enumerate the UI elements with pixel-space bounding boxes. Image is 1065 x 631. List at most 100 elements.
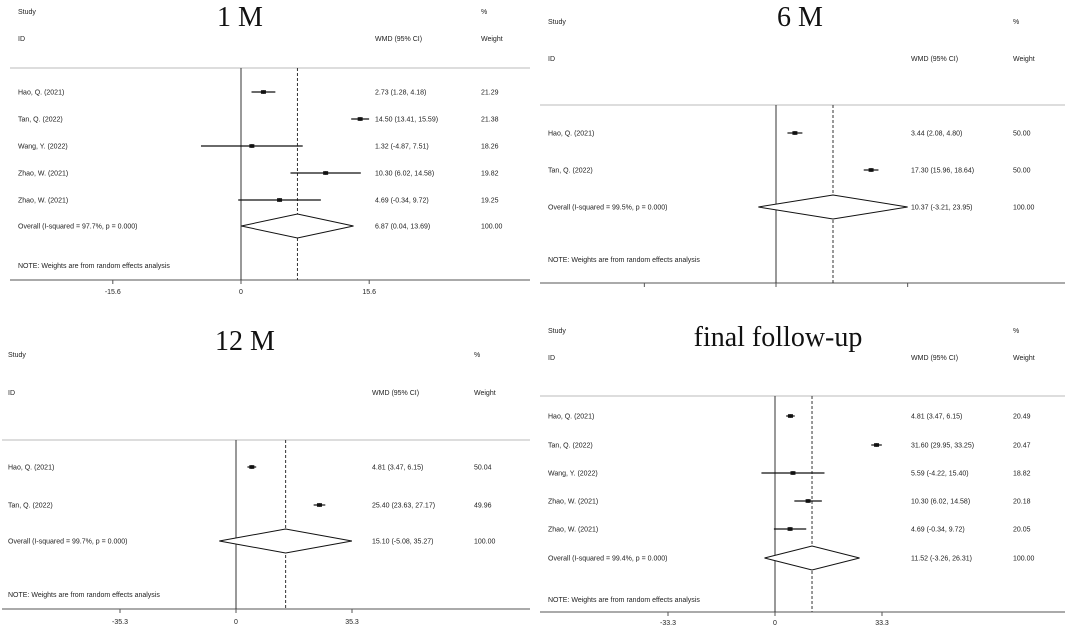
study-weight: 20.05 <box>1013 527 1031 534</box>
overall-label: Overall (I-squared = 99.4%, p = 0.000) <box>548 556 667 563</box>
x-tick-label: 0 <box>234 619 238 626</box>
x-tick-label: 33.3 <box>875 620 889 627</box>
overall-diamond <box>241 213 354 239</box>
study-point <box>323 171 328 175</box>
x-tick-label: -35.3 <box>112 619 128 626</box>
panel-title: final follow-up <box>694 322 863 353</box>
study-point <box>250 144 254 148</box>
overall-diamond <box>758 194 908 220</box>
study-weight: 50.00 <box>1013 168 1031 175</box>
panel-title: 12 M <box>215 326 275 357</box>
study-ci-text: 4.69 (-0.34, 9.72) <box>911 527 965 534</box>
overall-weight: 100.00 <box>481 224 503 231</box>
x-tick-label: -15.6 <box>105 289 121 296</box>
x-tick-label: 0 <box>239 289 243 296</box>
header-weight: Weight <box>481 36 503 43</box>
note-text: NOTE: Weights are from random effects an… <box>548 597 700 604</box>
study-weight: 20.18 <box>1013 499 1031 506</box>
note-text: NOTE: Weights are from random effects an… <box>18 263 170 270</box>
study-weight: 21.29 <box>481 90 499 97</box>
x-tick-label: -33.3 <box>660 620 676 627</box>
study-point <box>788 414 793 418</box>
study-label: Wang, Y. (2022) <box>548 471 598 478</box>
header-wmd: WMD (95% CI) <box>911 56 958 63</box>
overall-weight: 100.00 <box>474 539 496 546</box>
study-label: Zhao, W. (2021) <box>548 527 598 534</box>
panel-title: 1 M <box>217 2 263 33</box>
overall-ci-text: 11.52 (-3.26, 26.31) <box>911 556 972 563</box>
study-point <box>869 168 873 172</box>
study-weight: 50.04 <box>474 465 492 472</box>
overall-diamond <box>764 545 860 571</box>
study-ci-text: 4.81 (3.47, 6.15) <box>911 414 962 421</box>
header-weight: Weight <box>1013 355 1035 362</box>
study-ci-text: 31.60 (29.95, 33.25) <box>911 443 974 450</box>
study-weight: 18.26 <box>481 144 499 151</box>
header-study: Study <box>548 328 566 335</box>
study-weight: 49.96 <box>474 503 492 510</box>
study-point <box>791 471 795 475</box>
study-label: Hao, Q. (2021) <box>548 131 594 138</box>
header-wmd: WMD (95% CI) <box>372 390 419 397</box>
study-point <box>250 465 254 469</box>
study-weight: 50.00 <box>1013 131 1031 138</box>
forest-panel-12m: 12 M Study % ID WMD (95% CI) Weight Hao, Q. (2… <box>2 326 530 626</box>
study-ci-text: 4.69 (-0.34, 9.72) <box>375 198 429 205</box>
header-id: ID <box>18 36 25 43</box>
header-percent: % <box>1013 19 1019 26</box>
x-tick-label: 15.6 <box>362 289 376 296</box>
study-ci-text: 25.40 (23.63, 27.17) <box>372 503 435 510</box>
forest-panel-final: final follow-up Study % ID WMD (95% CI) Weigh… <box>540 322 1065 627</box>
x-tick-label: 35.3 <box>345 619 359 626</box>
study-ci-text: 4.81 (3.47, 6.15) <box>372 465 423 472</box>
study-label: Zhao, W. (2021) <box>18 171 68 178</box>
study-label: Tan, Q. (2022) <box>8 503 53 510</box>
overall-ci-text: 15.10 (-5.08, 35.27) <box>372 539 434 546</box>
study-ci-text: 10.30 (6.02, 14.58) <box>375 171 434 178</box>
header-wmd: WMD (95% CI) <box>911 355 958 362</box>
header-study: Study <box>8 352 26 359</box>
study-label: Tan, Q. (2022) <box>548 443 593 450</box>
study-ci-text: 3.44 (2.08, 4.80) <box>911 131 962 138</box>
study-label: Zhao, W. (2021) <box>18 198 68 205</box>
study-label: Wang, Y. (2022) <box>18 144 68 151</box>
forest-panel-6m: 6 M Study % ID WMD (95% CI) Weight Hao, Q. (20… <box>540 2 1065 287</box>
study-weight: 19.25 <box>481 198 499 205</box>
overall-ci-text: 6.87 (0.04, 13.69) <box>375 224 430 231</box>
study-weight: 21.38 <box>481 117 499 124</box>
overall-label: Overall (I-squared = 99.7%, p = 0.000) <box>8 539 127 546</box>
overall-label: Overall (I-squared = 97.7%, p = 0.000) <box>18 224 137 231</box>
study-label: Zhao, W. (2021) <box>548 499 598 506</box>
study-weight: 20.49 <box>1013 414 1031 421</box>
study-point <box>788 527 792 531</box>
header-id: ID <box>8 390 15 397</box>
panel-title: 6 M <box>777 2 823 33</box>
forest-panel-1m: 1 M Study % ID WMD (95% CI) Weight Hao, Q. (20… <box>10 2 530 296</box>
study-weight: 20.47 <box>1013 443 1031 450</box>
overall-weight: 100.00 <box>1013 205 1035 212</box>
header-weight: Weight <box>474 390 496 397</box>
study-label: Hao, Q. (2021) <box>18 90 64 97</box>
header-study: Study <box>548 19 566 26</box>
study-point <box>277 198 282 202</box>
header-percent: % <box>1013 328 1019 335</box>
header-wmd: WMD (95% CI) <box>375 36 422 43</box>
header-weight: Weight <box>1013 56 1035 63</box>
study-ci-text: 2.73 (1.28, 4.18) <box>375 90 426 97</box>
study-label: Hao, Q. (2021) <box>8 465 54 472</box>
header-study: Study <box>18 9 36 16</box>
study-ci-text: 5.59 (-4.22, 15.40) <box>911 471 969 478</box>
x-tick-label: 0 <box>773 620 777 627</box>
study-label: Tan, Q. (2022) <box>548 168 593 175</box>
study-point <box>317 503 322 507</box>
study-weight: 18.82 <box>1013 471 1031 478</box>
overall-ci-text: 10.37 (-3.21, 23.95) <box>911 205 973 212</box>
study-point <box>261 90 266 94</box>
study-ci-text: 1.32 (-4.87, 7.51) <box>375 144 429 151</box>
study-point <box>793 131 797 135</box>
study-label: Tan, Q. (2022) <box>18 117 63 124</box>
note-text: NOTE: Weights are from random effects an… <box>548 257 700 264</box>
header-id: ID <box>548 355 555 362</box>
study-weight: 19.82 <box>481 171 499 178</box>
